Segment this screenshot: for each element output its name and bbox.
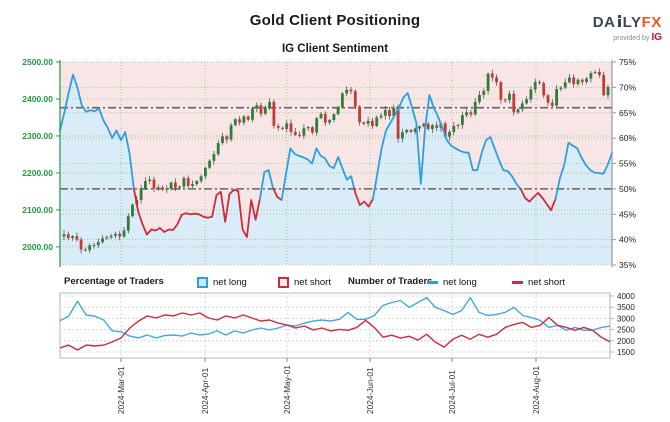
net-long-square-swatch (197, 276, 208, 288)
left-axis: 2500.00 2400.00 2300.00 2200.00 2100.00 2000.… (22, 57, 61, 267)
ig-logo: IG (651, 32, 662, 43)
svg-text:2400.00: 2400.00 (22, 94, 53, 104)
svg-text:2024-Apr-01: 2024-Apr-01 (200, 367, 210, 414)
svg-text:2300.00: 2300.00 (22, 131, 53, 141)
svg-text:2500.00: 2500.00 (22, 57, 53, 67)
svg-text:75%: 75% (619, 57, 636, 67)
logo-i-glyph (617, 15, 621, 27)
svg-text:2200.00: 2200.00 (22, 168, 53, 178)
svg-text:2024-May-01: 2024-May-01 (282, 365, 292, 414)
net-short-line-swatch (512, 280, 523, 284)
svg-text:2500: 2500 (617, 326, 635, 335)
chart-subtitle: IG Client Sentiment (281, 43, 389, 55)
svg-text:2024-Jun-01: 2024-Jun-01 (365, 367, 375, 414)
svg-text:65%: 65% (619, 108, 636, 118)
date-axis: 2024-Mar-01 2024-Apr-01 2024-May-01 2024-Ju… (116, 358, 541, 414)
legend-title-percentage: Percentage of Traders (64, 276, 164, 287)
traders-short-line (59, 312, 611, 351)
traders-long-line (59, 296, 611, 339)
svg-text:2024-Jul-01: 2024-Jul-01 (447, 370, 457, 414)
legend-item-pct-net-long: net long (197, 274, 247, 290)
net-short-square-swatch (278, 276, 289, 288)
svg-text:2000: 2000 (617, 337, 635, 346)
logo-fx: FX (641, 14, 662, 31)
svg-text:60%: 60% (619, 133, 636, 143)
legend-item-num-net-long: net long (427, 274, 477, 290)
svg-text:3500: 3500 (617, 303, 635, 312)
net-long-line-swatch (427, 280, 438, 284)
svg-text:4000: 4000 (617, 292, 635, 301)
svg-text:35%: 35% (619, 260, 636, 270)
dailyfx-logo: DA LYFX provided by IG (593, 15, 662, 43)
net-long-label: net long (443, 276, 477, 288)
legend-item-pct-net-short: net short (278, 274, 331, 290)
provided-by-text: provided by (613, 35, 650, 42)
dailyfx-wordmark: DA LYFX (593, 15, 662, 30)
svg-text:45%: 45% (619, 209, 636, 219)
candles (62, 68, 610, 254)
svg-text:1500: 1500 (617, 348, 635, 357)
provided-by-line: provided by IG (593, 33, 662, 43)
svg-text:40%: 40% (619, 235, 636, 245)
svg-text:55%: 55% (619, 159, 636, 169)
net-long-label: net long (213, 276, 247, 288)
svg-text:50%: 50% (619, 184, 636, 194)
svg-text:2000.00: 2000.00 (22, 242, 53, 252)
main-chart: 2500.00 2400.00 2300.00 2200.00 2100.00 2000.… (22, 57, 636, 270)
legend-title-number: Number of Traders (348, 276, 433, 287)
legend-item-num-net-short: net short (512, 274, 565, 290)
net-long-area (60, 74, 612, 265)
svg-text:2024-Aug-01: 2024-Aug-01 (531, 366, 541, 414)
right-axis: 75% 70% 65% 60% 55% 50% 45% 40% 35% (611, 57, 636, 270)
legend: Percentage of Traders net long net short… (0, 274, 670, 290)
svg-text:2100.00: 2100.00 (22, 205, 53, 215)
svg-text:3000: 3000 (617, 314, 635, 323)
net-short-label: net short (294, 276, 331, 288)
logo-ly: LY (622, 14, 642, 31)
main-grid (60, 61, 612, 266)
svg-text:70%: 70% (619, 82, 636, 92)
logo-da: DA (592, 14, 616, 31)
sentiment-line (59, 73, 613, 239)
page-title: Gold Client Positioning (249, 12, 421, 29)
svg-text:2024-Mar-01: 2024-Mar-01 (116, 366, 126, 414)
net-short-label: net short (528, 276, 565, 288)
